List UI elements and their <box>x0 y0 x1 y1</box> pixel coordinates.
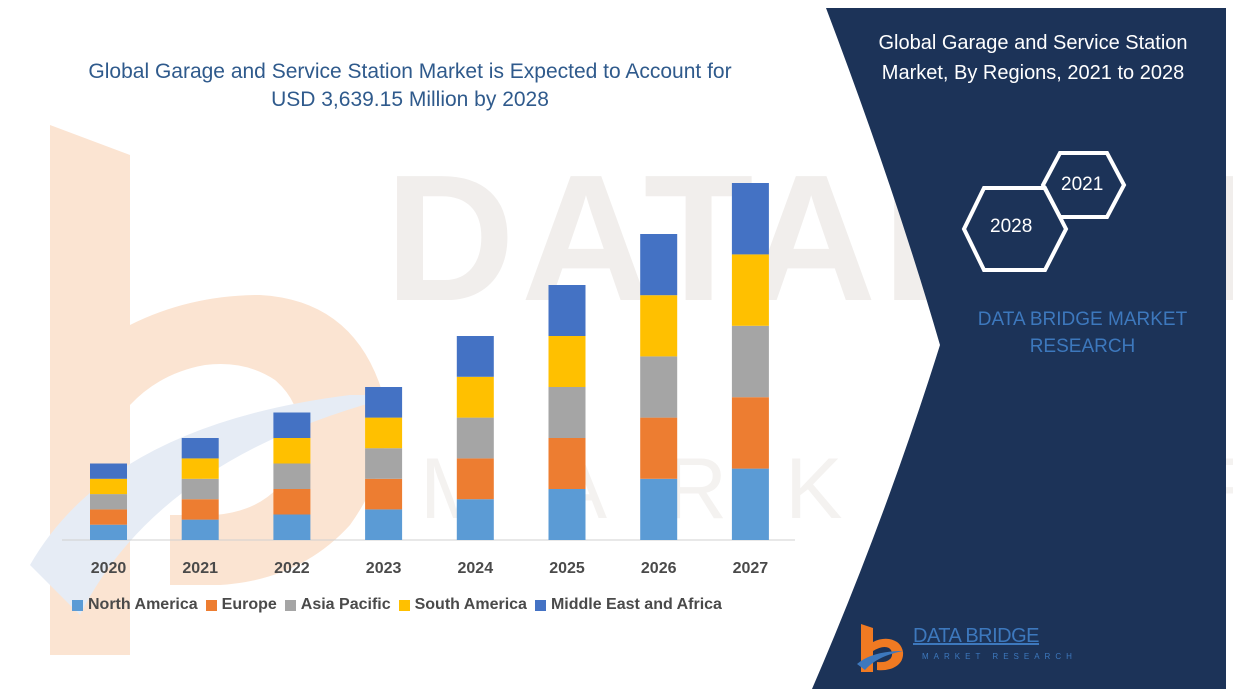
bar-2024-europe <box>456 458 494 500</box>
bar-2025-south-america <box>548 336 586 387</box>
bar-2024-south-america <box>456 376 494 418</box>
bar-2026-asia-pacific <box>640 356 678 418</box>
legend-swatch <box>284 599 296 611</box>
bar-2025-middle-east-and-africa <box>548 285 586 336</box>
x-tick-label-2025: 2025 <box>549 560 585 577</box>
bar-2022-asia-pacific <box>273 463 311 489</box>
bar-2022-north-america <box>273 514 311 540</box>
bar-2024-north-america <box>456 499 494 540</box>
bar-2020-europe <box>90 509 127 525</box>
bar-2020-asia-pacific <box>90 494 127 510</box>
legend: North America Europe Asia Pacific South Ame… <box>72 596 730 614</box>
bar-2023-europe <box>365 478 403 510</box>
bar-2020-south-america <box>90 478 127 495</box>
legend-swatch <box>205 599 217 611</box>
brand-text: DATA BRIDGE MARKET RESEARCH <box>977 309 1188 357</box>
bar-2026-south-america <box>640 295 678 357</box>
bar-2027-asia-pacific <box>731 325 769 398</box>
hexagon-label-2021: 2021 <box>1061 174 1104 195</box>
legend-item-north-america: North America <box>72 596 198 614</box>
legend-label: South America <box>414 596 527 613</box>
bar-2023-south-america <box>365 417 403 449</box>
bar-2022-south-america <box>273 438 311 464</box>
bar-2022-europe <box>273 489 311 515</box>
bar-2022-middle-east-and-africa <box>273 412 311 438</box>
bar-2027-europe <box>731 397 769 469</box>
bar-2020-middle-east-and-africa <box>90 463 127 479</box>
chart-title: Global Garage and Service Station Market… <box>88 60 732 111</box>
bar-2024-asia-pacific <box>456 417 494 459</box>
bar-2021-asia-pacific <box>181 478 219 500</box>
legend-label: North America <box>88 596 198 613</box>
logo-subtitle: MARKET RESEARCH <box>922 652 1077 661</box>
bar-2023-asia-pacific <box>365 448 403 479</box>
logo-name: DATA BRIDGE <box>913 625 1040 647</box>
bar-2027-north-america <box>731 468 769 540</box>
bar-2026-europe <box>640 417 678 479</box>
legend-item-europe: Europe <box>205 596 277 614</box>
side-panel-title: Global Garage and Service Station Market… <box>878 32 1188 84</box>
x-tick-labels: 2020 2021 2022 2023 2024 2025 2026 2027 <box>91 560 769 577</box>
bar-2023-middle-east-and-africa <box>365 387 403 418</box>
x-tick-label-2026: 2026 <box>641 560 677 577</box>
legend-label: Europe <box>221 596 277 613</box>
stacked-bar-chart: 2020 2021 2022 2023 2024 2025 2026 2027 <box>62 183 795 577</box>
legend-swatch <box>72 599 83 611</box>
bar-2023-north-america <box>365 509 403 540</box>
x-tick-label-2024: 2024 <box>458 560 494 577</box>
hexagon-label-2028: 2028 <box>990 216 1033 237</box>
bar-2021-south-america <box>181 458 219 479</box>
legend-swatch <box>534 599 546 611</box>
bar-2025-north-america <box>548 489 586 540</box>
legend-item-south-america: South America <box>398 596 527 614</box>
x-tick-label-2021: 2021 <box>182 560 218 577</box>
bar-2020-north-america <box>90 524 127 540</box>
bar-2025-asia-pacific <box>548 387 586 438</box>
bar-2027-middle-east-and-africa <box>731 183 769 255</box>
legend-label: Asia Pacific <box>300 596 391 613</box>
bar-2026-north-america <box>640 478 678 540</box>
x-tick-label-2020: 2020 <box>91 560 127 577</box>
data-bridge-logo-icon <box>857 624 904 672</box>
hexagon-2021 <box>1040 151 1127 219</box>
bar-2025-europe <box>548 438 586 489</box>
bar-2021-north-america <box>181 519 219 540</box>
x-tick-label-2027: 2027 <box>733 560 769 577</box>
legend-item-asia-pacific: Asia Pacific <box>284 596 391 614</box>
x-tick-label-2023: 2023 <box>366 560 402 577</box>
legend-swatch <box>398 599 410 611</box>
bar-2021-europe <box>181 499 219 520</box>
hexagon-2028 <box>961 186 1069 272</box>
x-tick-label-2022: 2022 <box>274 560 310 577</box>
bar-2021-middle-east-and-africa <box>181 438 219 459</box>
bars-group <box>90 183 769 540</box>
bar-2026-middle-east-and-africa <box>640 234 678 296</box>
legend-label: Middle East and Africa <box>550 596 722 613</box>
legend-item-middle-east-and-africa: Middle East and Africa <box>534 596 722 614</box>
bar-2027-south-america <box>731 254 769 326</box>
bar-2024-middle-east-and-africa <box>456 336 494 377</box>
